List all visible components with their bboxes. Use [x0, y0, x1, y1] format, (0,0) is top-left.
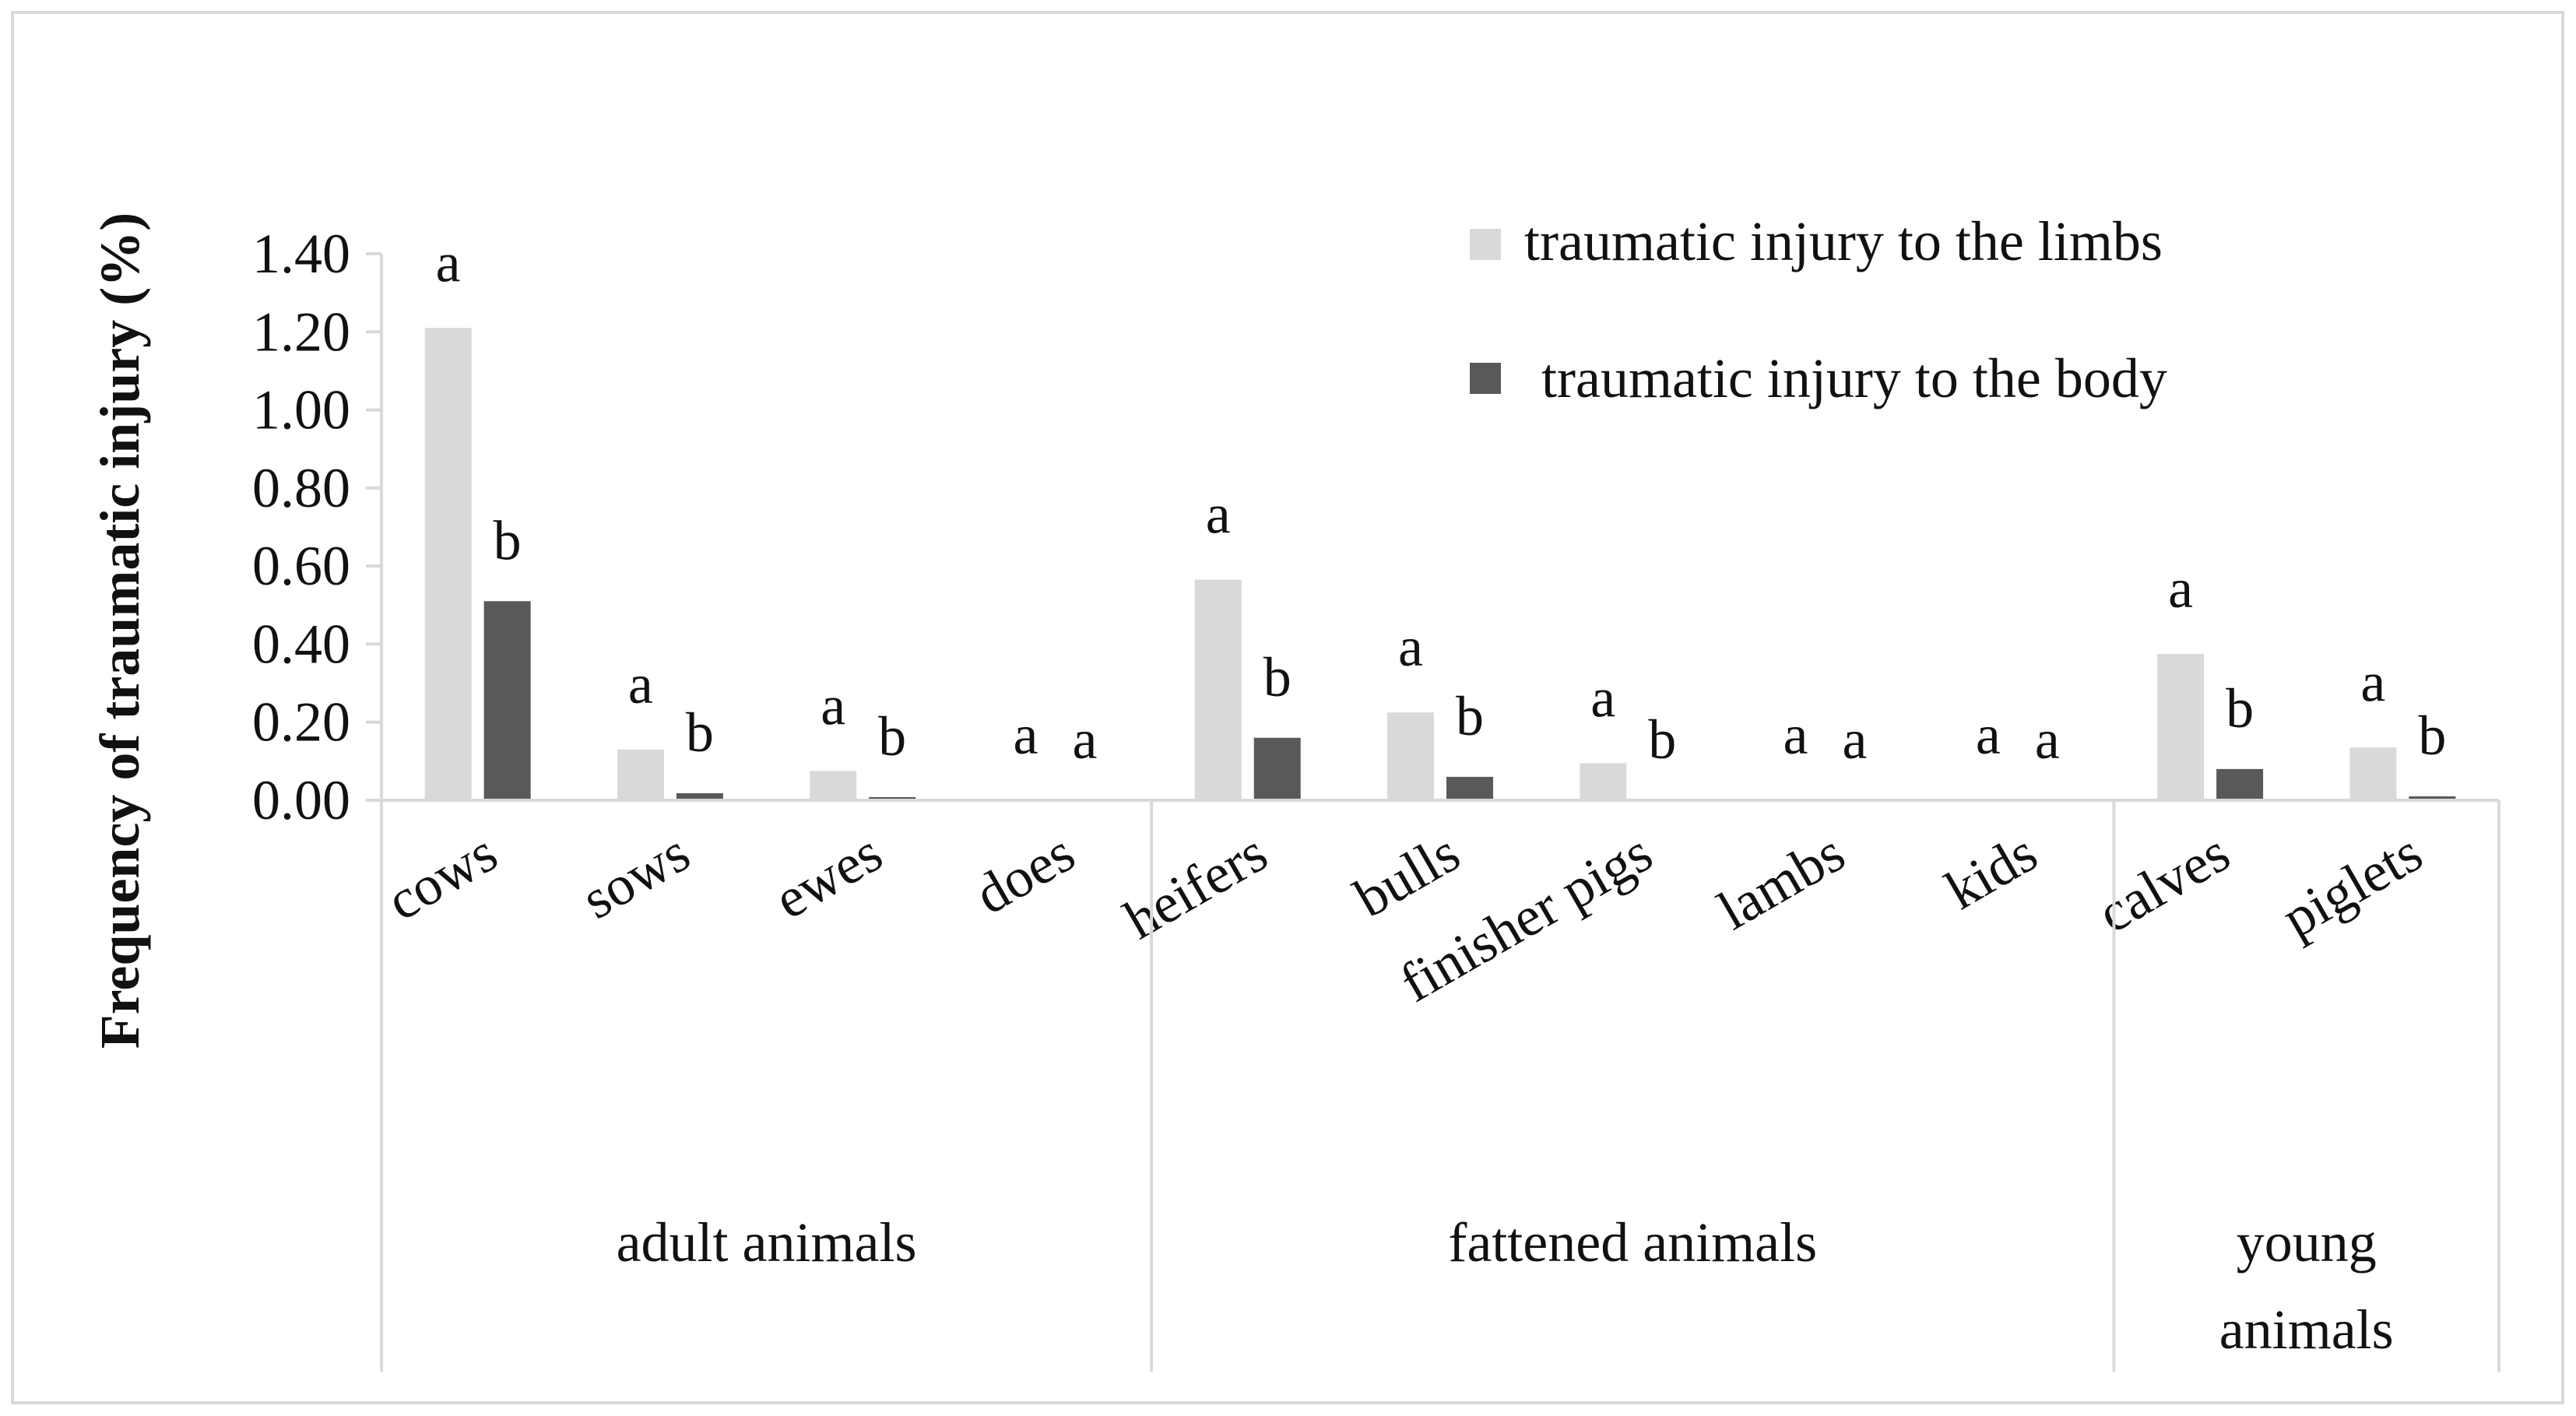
sig-letter-calves-body: b: [2226, 677, 2254, 740]
sig-letter-finisher-pigs-body: b: [1648, 708, 1676, 771]
sig-letter-sows-body: b: [686, 701, 714, 764]
sig-letter-lambs-body: a: [1843, 708, 1868, 771]
sig-letter-finisher-pigs-limbs: a: [1590, 666, 1615, 729]
sig-letter-bulls-body: b: [1456, 685, 1484, 747]
group-label-adult-animals: adult animals: [617, 1211, 917, 1274]
group-label-young-animals: animals: [2219, 1298, 2394, 1361]
y-tick-label: 1.00: [252, 379, 350, 441]
sig-letter-kids-limbs: a: [1976, 704, 2001, 766]
bar-calves-limbs: [2157, 653, 2205, 800]
y-tick-label: 0.40: [252, 613, 350, 675]
bar-ewes-body: [869, 796, 916, 800]
y-tick-label: 1.40: [252, 223, 350, 285]
bar-bulls-body: [1446, 776, 1493, 800]
sig-letter-bulls-limbs: a: [1398, 616, 1423, 678]
sig-letter-cows-limbs: a: [436, 231, 461, 293]
bar-piglets-body: [2409, 796, 2456, 800]
group-label-young-animals: young: [2237, 1211, 2377, 1274]
bar-heifers-limbs: [1194, 579, 1242, 800]
bar-piglets-limbs: [2349, 747, 2397, 800]
y-axis: 0.00 0.20 0.40 0.60 0.80 1.00 1.20 1.40: [252, 223, 383, 831]
legend-swatch-body: [1470, 363, 1501, 394]
y-axis-title: Frequency of traumatic injury (%): [89, 213, 151, 1049]
sig-letter-does-body: a: [1072, 708, 1097, 771]
bar-calves-body: [2216, 768, 2264, 800]
legend: traumatic injury to the limbs traumatic …: [1470, 210, 2167, 409]
y-tick-label: 0.20: [252, 691, 350, 754]
group-separators: [380, 800, 2500, 1372]
sig-letter-sows-limbs: a: [628, 653, 653, 715]
sig-letter-ewes-limbs: a: [821, 674, 845, 736]
y-tick-label: 0.80: [252, 457, 350, 519]
bar-cows-limbs: [424, 328, 472, 800]
bar-cows-body: [483, 601, 531, 800]
legend-label-limbs: traumatic injury to the limbs: [1524, 210, 2163, 272]
sig-letter-heifers-body: b: [1263, 646, 1292, 708]
legend-label-body: traumatic injury to the body: [1541, 347, 2167, 409]
group-label-fattened-animals: fattened animals: [1448, 1211, 1817, 1274]
sig-letter-calves-limbs: a: [2168, 557, 2193, 620]
sig-letter-lambs-limbs: a: [1784, 704, 1808, 766]
y-tick-label: 0.60: [252, 535, 350, 597]
bar-sows-limbs: [617, 749, 664, 800]
sig-letter-piglets-body: b: [2418, 704, 2446, 767]
group-labels: adult animals fattened animals young animal…: [617, 1211, 2394, 1361]
sig-letter-piglets-limbs: a: [2360, 651, 2385, 713]
sig-letter-heifers-limbs: a: [1206, 483, 1231, 546]
sig-letter-ewes-body: b: [878, 705, 906, 768]
sig-letter-kids-body: a: [2035, 708, 2060, 771]
bar-ewes-limbs: [810, 771, 857, 800]
y-tick-label: 1.20: [252, 300, 350, 363]
bar-bulls-limbs: [1387, 712, 1434, 800]
legend-swatch-limbs: [1470, 229, 1501, 260]
bars: [381, 328, 2499, 802]
bar-sows-body: [676, 792, 723, 800]
bar-heifers-body: [1253, 737, 1301, 800]
y-tick-label: 0.00: [252, 769, 350, 831]
sig-letter-does-limbs: a: [1013, 704, 1038, 766]
sig-letter-cows-body: b: [494, 509, 522, 571]
bar-finisher-pigs-limbs: [1580, 763, 1627, 800]
